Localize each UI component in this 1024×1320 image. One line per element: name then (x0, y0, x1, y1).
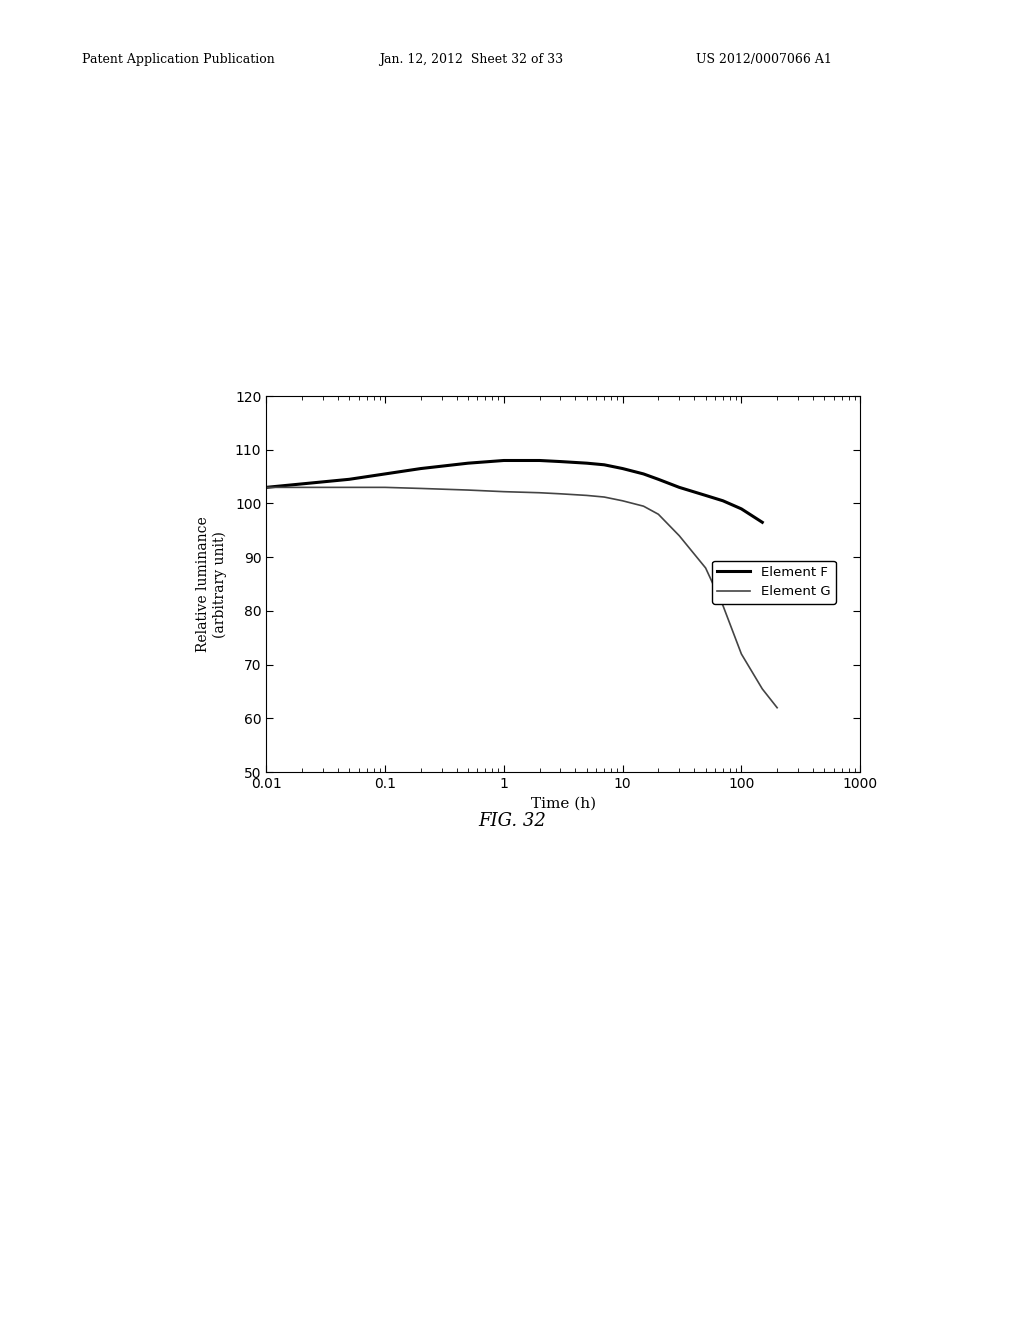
Element F (260, 479, 272, 495)
Element G (534, 484, 546, 500)
Element G (598, 490, 610, 506)
Element G (554, 486, 566, 502)
Element F (598, 457, 610, 473)
Y-axis label: Relative luminance
(arbitrary unit): Relative luminance (arbitrary unit) (196, 516, 226, 652)
Element F (554, 454, 566, 470)
Line: Element F: Element F (266, 461, 762, 523)
Element G (498, 483, 510, 499)
Element F (756, 515, 768, 531)
Text: US 2012/0007066 A1: US 2012/0007066 A1 (696, 53, 833, 66)
Element G (735, 645, 748, 661)
Element F (616, 461, 629, 477)
Element G (637, 498, 649, 513)
Element F (415, 461, 427, 477)
Element F (735, 502, 748, 517)
Element F (462, 455, 474, 471)
Element G (771, 700, 783, 715)
Element G (756, 681, 768, 697)
Element G (415, 480, 427, 496)
Text: Patent Application Publication: Patent Application Publication (82, 53, 274, 66)
Element G (462, 482, 474, 498)
Element G (652, 507, 665, 523)
Element F (534, 453, 546, 469)
Legend: Element F, Element G: Element F, Element G (712, 561, 836, 603)
Line: Element G: Element G (266, 487, 777, 708)
X-axis label: Time (h): Time (h) (530, 796, 596, 810)
Element F (343, 471, 355, 487)
Element F (379, 466, 391, 482)
Element G (581, 487, 593, 503)
Element F (637, 466, 649, 482)
Element F (581, 455, 593, 471)
Element G (699, 560, 712, 576)
Element F (652, 471, 665, 487)
Element G (616, 492, 629, 508)
Text: Jan. 12, 2012  Sheet 32 of 33: Jan. 12, 2012 Sheet 32 of 33 (379, 53, 563, 66)
Element G (379, 479, 391, 495)
Element G (260, 479, 272, 495)
Element F (498, 453, 510, 469)
Element G (717, 598, 729, 614)
Element F (717, 492, 729, 508)
Element G (343, 479, 355, 495)
Element G (673, 528, 685, 544)
Element F (699, 487, 712, 503)
Text: FIG. 32: FIG. 32 (478, 812, 546, 830)
Element F (673, 479, 685, 495)
